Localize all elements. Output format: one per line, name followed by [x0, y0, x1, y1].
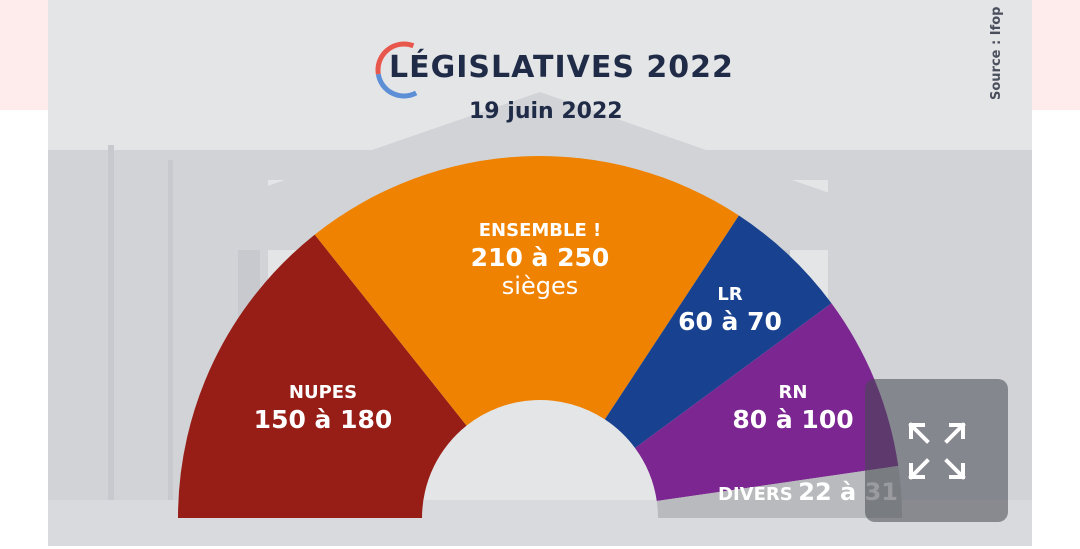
chart-subtitle: 19 juin 2022 — [469, 99, 623, 124]
hemicycle-slice-ensemble — [314, 155, 739, 426]
series-name-lr: LR — [717, 284, 743, 305]
page-background-band-right — [1032, 0, 1080, 110]
label-rn: RN 80 à 100 — [728, 382, 858, 437]
page-background-band-left — [0, 0, 48, 110]
hemicycle-chart — [178, 41, 902, 519]
label-lr: LR 60 à 70 — [670, 284, 790, 339]
fullscreen-button[interactable] — [865, 379, 1008, 522]
infographic-image: LÉGISLATIVES 2022 19 juin 2022 Source : … — [48, 0, 1032, 546]
hemicycle-slice-divers — [656, 465, 902, 518]
logo-ring-arc — [375, 41, 415, 75]
hemicycle-slice-rn — [635, 303, 899, 502]
label-divers: DIVERS 22 à 31 — [718, 478, 898, 506]
hemicycle-slice-lr — [604, 215, 832, 449]
data-label-rn: 80 à 100 — [732, 405, 854, 434]
series-name-ensemble: ENSEMBLE ! — [478, 220, 602, 241]
unit-label-sieges: sièges — [501, 272, 579, 300]
logo-ring-arc-blue — [375, 73, 418, 99]
data-label-ensemble: 210 à 250 — [470, 243, 610, 272]
label-nupes: NUPES 150 à 180 — [223, 382, 423, 437]
chart-title: LÉGISLATIVES 2022 — [389, 50, 734, 85]
series-name-rn: RN — [778, 382, 808, 403]
label-ensemble: ENSEMBLE ! 210 à 250 sièges — [440, 220, 640, 300]
hemicycle-slice-nupes — [178, 234, 467, 519]
series-name-divers: DIVERS — [718, 484, 793, 505]
data-label-lr: 60 à 70 — [678, 307, 782, 336]
source-credit: Source : Ifop — [989, 6, 1004, 100]
expand-arrows-icon — [908, 422, 966, 480]
data-label-nupes: 150 à 180 — [253, 405, 393, 434]
series-name-nupes: NUPES — [288, 382, 358, 403]
